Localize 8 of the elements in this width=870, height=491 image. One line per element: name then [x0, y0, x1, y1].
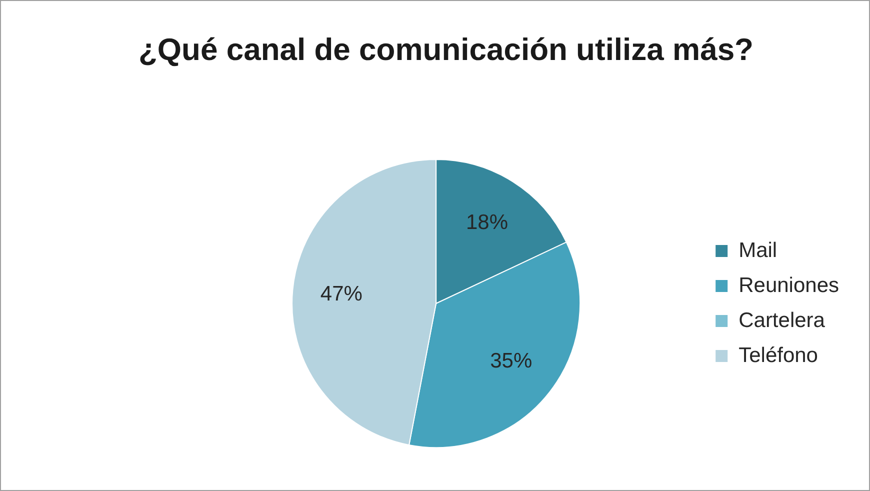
- legend-label: Reuniones: [738, 274, 839, 297]
- data-label: 18%: [466, 211, 508, 234]
- legend-label: Teléfono: [738, 344, 818, 367]
- data-label: 35%: [490, 350, 532, 373]
- data-label: 47%: [320, 282, 362, 306]
- legend-label: Cartelera: [738, 308, 826, 332]
- chart-title: ¿Qué canal de comunicación utiliza más?: [138, 31, 754, 69]
- legend-label: Mail: [738, 238, 778, 262]
